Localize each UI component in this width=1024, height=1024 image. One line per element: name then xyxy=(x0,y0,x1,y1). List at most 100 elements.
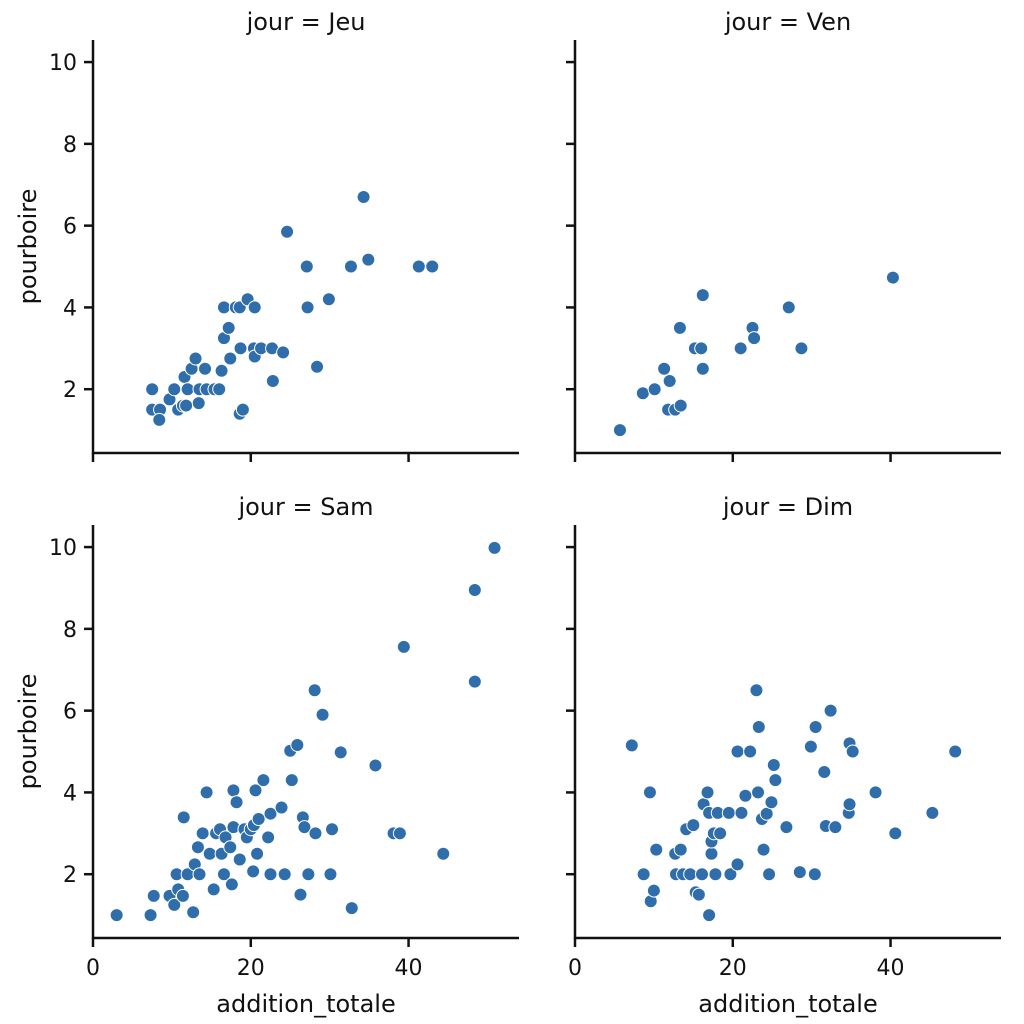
y-tick-label: 4 xyxy=(63,296,77,321)
point xyxy=(828,820,843,835)
point xyxy=(321,292,336,307)
point xyxy=(300,300,315,315)
point xyxy=(704,846,719,861)
point xyxy=(310,359,325,374)
point xyxy=(436,846,451,861)
y-tick-label: 8 xyxy=(63,133,77,158)
point xyxy=(223,840,238,855)
point xyxy=(672,320,687,335)
point xyxy=(649,842,664,857)
point xyxy=(817,764,832,779)
point xyxy=(749,683,764,698)
point xyxy=(738,788,753,803)
point xyxy=(730,744,745,759)
point xyxy=(308,826,323,841)
point xyxy=(297,820,312,835)
point xyxy=(686,818,701,833)
point xyxy=(411,259,426,274)
point xyxy=(356,190,371,205)
point xyxy=(713,826,728,841)
y-tick-label: 6 xyxy=(63,215,77,240)
point xyxy=(392,826,407,841)
panel-title: jour = Sam xyxy=(237,493,373,521)
point xyxy=(323,867,338,882)
y-tick-label: 10 xyxy=(49,536,77,561)
point xyxy=(214,363,229,378)
point xyxy=(246,864,261,879)
point xyxy=(762,867,777,882)
point xyxy=(657,361,672,376)
point xyxy=(301,867,316,882)
point xyxy=(766,758,781,773)
point xyxy=(764,795,779,810)
point xyxy=(803,739,818,754)
point xyxy=(251,812,266,827)
point xyxy=(733,341,748,356)
point xyxy=(624,738,639,753)
x-tick-label: 0 xyxy=(86,956,100,981)
panel-title: jour = Jeu xyxy=(246,8,366,36)
point xyxy=(198,361,213,376)
x-tick-label: 40 xyxy=(395,956,423,981)
point xyxy=(635,386,650,401)
point xyxy=(700,785,715,800)
panel-title: jour = Ven xyxy=(724,8,851,36)
y-tick-label: 10 xyxy=(49,51,77,76)
point xyxy=(792,865,807,880)
x-axis-label: addition_totale xyxy=(216,990,395,1018)
point xyxy=(751,720,766,735)
point xyxy=(823,703,838,718)
point xyxy=(284,773,299,788)
point xyxy=(807,867,822,882)
point xyxy=(277,867,292,882)
point xyxy=(175,888,190,903)
point xyxy=(265,374,280,389)
y-tick-label: 4 xyxy=(63,781,77,806)
point xyxy=(202,846,217,861)
point xyxy=(216,867,231,882)
point xyxy=(396,639,411,654)
y-tick-label: 2 xyxy=(63,378,77,403)
point xyxy=(683,867,698,882)
point xyxy=(646,883,661,898)
point xyxy=(948,744,963,759)
point xyxy=(293,887,308,902)
y-axis-label: pourboire xyxy=(14,674,42,790)
point xyxy=(845,744,860,759)
point xyxy=(673,842,688,857)
point xyxy=(734,805,749,820)
point xyxy=(307,683,322,698)
point xyxy=(167,382,182,397)
point xyxy=(261,830,276,845)
point xyxy=(145,382,160,397)
point xyxy=(708,867,723,882)
y-tick-label: 2 xyxy=(63,863,77,888)
point xyxy=(723,867,738,882)
point xyxy=(167,897,182,912)
point xyxy=(186,905,201,920)
point xyxy=(235,402,250,417)
point xyxy=(223,351,238,366)
point xyxy=(695,867,710,882)
point xyxy=(216,300,231,315)
point xyxy=(109,908,124,923)
point xyxy=(233,341,248,356)
point xyxy=(192,867,207,882)
point xyxy=(368,758,383,773)
point xyxy=(868,785,883,800)
panel-title: jour = Dim xyxy=(722,493,853,521)
point xyxy=(721,805,736,820)
point xyxy=(195,826,210,841)
point xyxy=(280,224,295,239)
point xyxy=(290,737,305,752)
point xyxy=(248,783,263,798)
point xyxy=(888,826,903,841)
point xyxy=(221,320,236,335)
y-tick-label: 8 xyxy=(63,618,77,643)
point xyxy=(487,540,502,555)
x-tick-label: 20 xyxy=(719,956,747,981)
point xyxy=(250,846,265,861)
point xyxy=(212,382,227,397)
point xyxy=(694,341,709,356)
point xyxy=(425,259,440,274)
